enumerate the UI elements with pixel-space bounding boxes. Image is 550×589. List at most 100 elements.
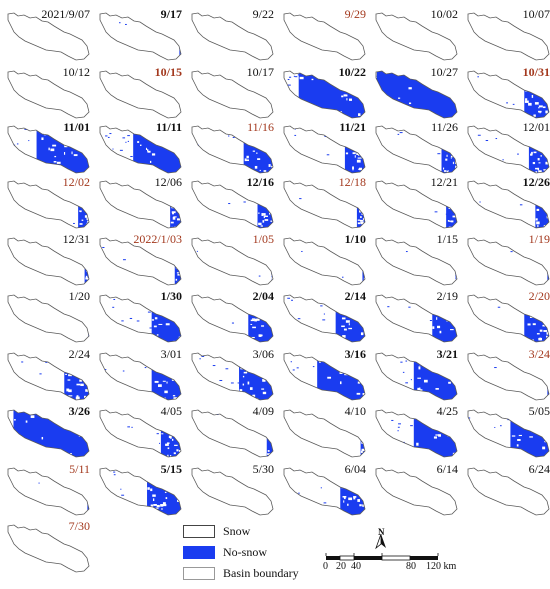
legend-label-basin-boundary: Basin boundary bbox=[223, 567, 299, 580]
map-panel: 12/21 bbox=[372, 172, 460, 232]
map-panel: 5/05 bbox=[464, 401, 550, 461]
panel-date-label: 11/21 bbox=[280, 121, 366, 134]
map-panel: 6/24 bbox=[464, 459, 550, 519]
panel-date-label: 12/18 bbox=[280, 176, 366, 189]
map-panel: 10/15 bbox=[96, 62, 184, 122]
panel-date-label: 5/15 bbox=[96, 463, 182, 476]
map-panel: 7/30 bbox=[4, 516, 92, 576]
map-panel: 3/24 bbox=[464, 344, 550, 404]
map-panel: 10/27 bbox=[372, 62, 460, 122]
map-panel: 9/17 bbox=[96, 4, 184, 64]
panel-date-label: 12/16 bbox=[188, 176, 274, 189]
map-panel: 2021/9/07 bbox=[4, 4, 92, 64]
map-panel: 10/02 bbox=[372, 4, 460, 64]
panel-date-label: 11/11 bbox=[96, 121, 182, 134]
map-panel: 12/02 bbox=[4, 172, 92, 232]
map-panel: 12/31 bbox=[4, 229, 92, 289]
panel-date-label: 12/01 bbox=[464, 121, 550, 134]
scale-tick-120: 120 km bbox=[426, 561, 456, 572]
legend-item-basin-boundary: Basin boundary bbox=[183, 567, 333, 581]
legend-label-no-snow: No-snow bbox=[223, 546, 267, 559]
map-panel: 12/18 bbox=[280, 172, 368, 232]
map-panel: 11/26 bbox=[372, 117, 460, 177]
legend-item-no-snow: No-snow bbox=[183, 546, 333, 560]
legend-label-snow: Snow bbox=[223, 525, 250, 538]
map-panel: 10/07 bbox=[464, 4, 550, 64]
panel-date-label: 11/01 bbox=[4, 121, 90, 134]
panel-date-label: 3/24 bbox=[464, 348, 550, 361]
map-panel: 11/01 bbox=[4, 117, 92, 177]
panel-date-label: 2022/1/03 bbox=[96, 233, 182, 246]
map-panel: 10/31 bbox=[464, 62, 550, 122]
panel-date-label: 4/10 bbox=[280, 405, 366, 418]
scale-tick-40: 40 bbox=[351, 561, 361, 572]
panel-date-label: 1/30 bbox=[96, 290, 182, 303]
panel-date-label: 6/14 bbox=[372, 463, 458, 476]
panel-date-label: 1/15 bbox=[372, 233, 458, 246]
map-panel: 4/09 bbox=[188, 401, 276, 461]
map-panel: 5/11 bbox=[4, 459, 92, 519]
panel-date-label: 2021/9/07 bbox=[4, 8, 90, 21]
map-panel: 4/25 bbox=[372, 401, 460, 461]
panel-date-label: 10/02 bbox=[372, 8, 458, 21]
map-panel: 6/04 bbox=[280, 459, 368, 519]
panel-date-label: 10/17 bbox=[188, 66, 274, 79]
panel-date-label: 3/16 bbox=[280, 348, 366, 361]
map-legend: Snow No-snow Basin boundary bbox=[183, 525, 333, 581]
map-panel: 1/15 bbox=[372, 229, 460, 289]
panel-date-label: 4/09 bbox=[188, 405, 274, 418]
north-arrow-and-scale-svg bbox=[318, 524, 550, 584]
panel-date-label: 9/17 bbox=[96, 8, 182, 21]
map-panel: 12/26 bbox=[464, 172, 550, 232]
map-panel: 3/21 bbox=[372, 344, 460, 404]
map-panel: 1/10 bbox=[280, 229, 368, 289]
map-panel: 1/20 bbox=[4, 286, 92, 346]
north-label: N bbox=[378, 527, 385, 537]
panel-date-label: 10/22 bbox=[280, 66, 366, 79]
panel-date-label: 12/31 bbox=[4, 233, 90, 246]
map-panel: 1/05 bbox=[188, 229, 276, 289]
map-panel: 5/15 bbox=[96, 459, 184, 519]
panel-date-label: 9/29 bbox=[280, 8, 366, 21]
map-panel: 12/06 bbox=[96, 172, 184, 232]
panel-date-label: 1/19 bbox=[464, 233, 550, 246]
map-panel: 10/17 bbox=[188, 62, 276, 122]
panel-date-label: 3/21 bbox=[372, 348, 458, 361]
map-panel: 2/04 bbox=[188, 286, 276, 346]
panel-date-label: 3/01 bbox=[96, 348, 182, 361]
panel-date-label: 9/22 bbox=[188, 8, 274, 21]
panel-date-label: 12/02 bbox=[4, 176, 90, 189]
map-panel: 2/24 bbox=[4, 344, 92, 404]
panel-date-label: 12/21 bbox=[372, 176, 458, 189]
panel-date-label: 2/19 bbox=[372, 290, 458, 303]
map-panel: 4/10 bbox=[280, 401, 368, 461]
panel-date-label: 10/15 bbox=[96, 66, 182, 79]
map-panel: 10/12 bbox=[4, 62, 92, 122]
map-panel: 3/01 bbox=[96, 344, 184, 404]
map-panel: 3/26 bbox=[4, 401, 92, 461]
scale-tick-20: 20 bbox=[336, 561, 346, 572]
panel-date-label: 10/31 bbox=[464, 66, 550, 79]
map-panel: 10/22 bbox=[280, 62, 368, 122]
map-panel: 1/30 bbox=[96, 286, 184, 346]
map-panel: 12/16 bbox=[188, 172, 276, 232]
panel-date-label: 5/11 bbox=[4, 463, 90, 476]
map-panel: 1/19 bbox=[464, 229, 550, 289]
panel-date-label: 3/26 bbox=[4, 405, 90, 418]
map-panel: 4/05 bbox=[96, 401, 184, 461]
map-panel: 3/16 bbox=[280, 344, 368, 404]
panel-date-label: 6/24 bbox=[464, 463, 550, 476]
panel-date-label: 1/05 bbox=[188, 233, 274, 246]
map-panel: 2022/1/03 bbox=[96, 229, 184, 289]
legend-swatch-basin-boundary bbox=[183, 567, 215, 580]
scale-bar bbox=[326, 553, 438, 560]
map-panel: 5/30 bbox=[188, 459, 276, 519]
panel-date-label: 7/30 bbox=[4, 520, 90, 533]
panel-date-label: 12/26 bbox=[464, 176, 550, 189]
panel-date-label: 2/14 bbox=[280, 290, 366, 303]
map-panel: 9/29 bbox=[280, 4, 368, 64]
scale-tick-80: 80 bbox=[406, 561, 416, 572]
map-panel: 11/16 bbox=[188, 117, 276, 177]
map-panel: 2/20 bbox=[464, 286, 550, 346]
